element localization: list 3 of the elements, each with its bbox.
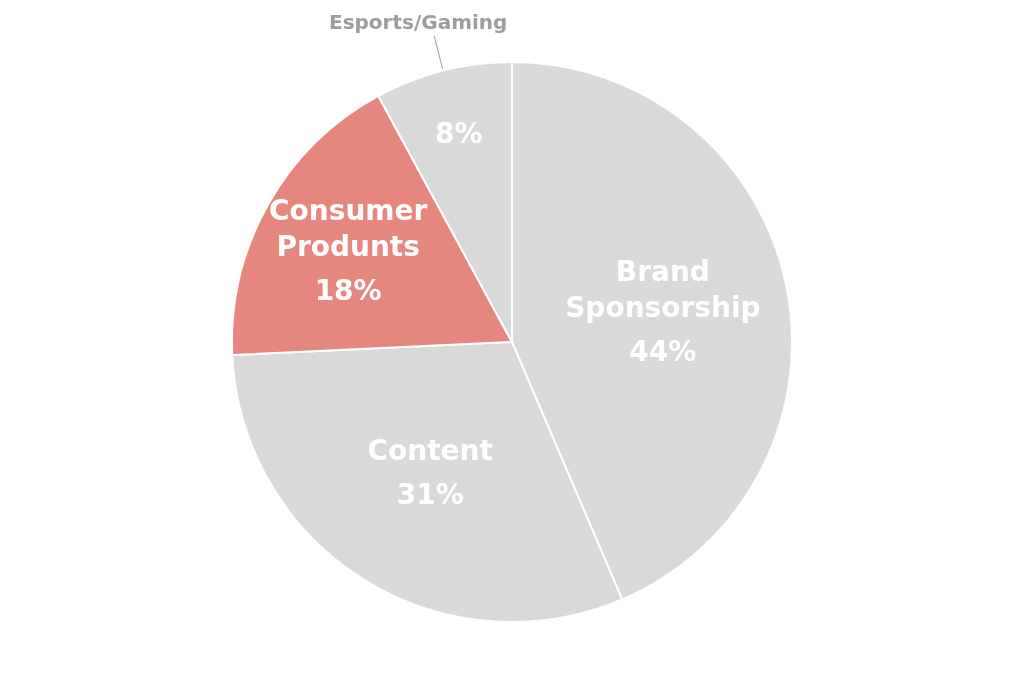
slice-label: Consumer Produnts xyxy=(268,193,428,263)
slice-label: Esports/Gaming xyxy=(328,9,508,34)
data-label: 18% xyxy=(314,273,382,307)
